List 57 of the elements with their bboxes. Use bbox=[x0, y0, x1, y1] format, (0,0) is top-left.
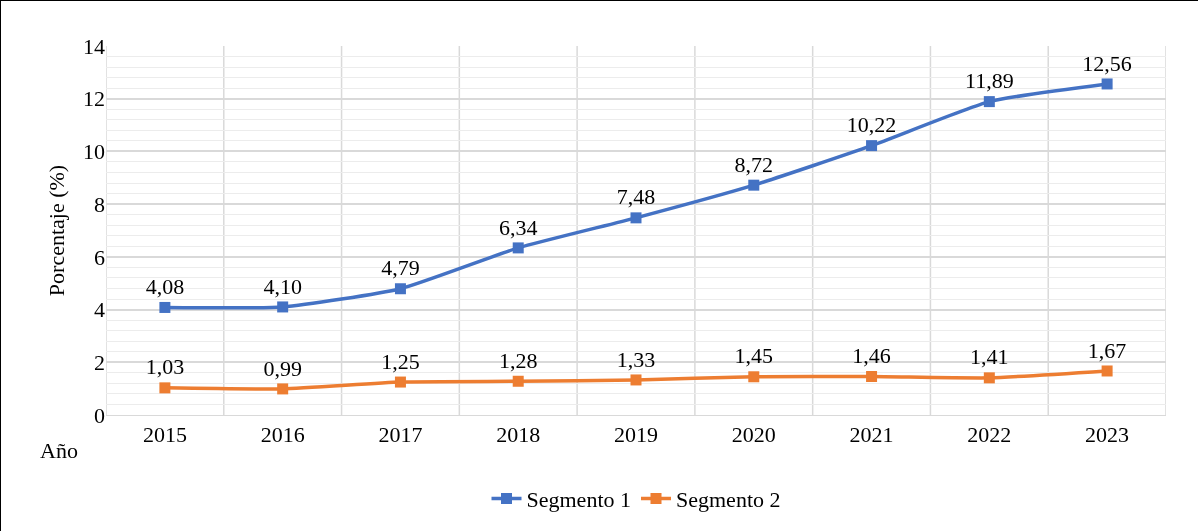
data-label: 1,41 bbox=[970, 344, 1009, 370]
point bbox=[512, 242, 524, 254]
data-label: 1,28 bbox=[498, 347, 538, 373]
x-axis-title: Año bbox=[40, 438, 78, 463]
point bbox=[630, 212, 642, 224]
point bbox=[277, 383, 289, 395]
data-label: 1,46 bbox=[852, 343, 891, 369]
data-label: 4,79 bbox=[381, 255, 420, 281]
point bbox=[748, 371, 760, 383]
y-tick-label: 2 bbox=[94, 349, 105, 375]
x-tick-label: 2015 bbox=[142, 422, 187, 448]
point bbox=[1101, 78, 1113, 90]
data-label: 7,48 bbox=[616, 184, 656, 210]
data-label: 10,22 bbox=[846, 112, 897, 138]
point bbox=[630, 374, 642, 386]
point bbox=[159, 382, 171, 394]
legend-label: Segmento 2 bbox=[676, 487, 781, 513]
data-label: 1,45 bbox=[734, 343, 774, 369]
y-tick-label: 10 bbox=[83, 139, 105, 165]
point bbox=[983, 372, 995, 384]
data-label: 1,03 bbox=[145, 354, 185, 380]
x-tick-label: 2017 bbox=[378, 422, 423, 448]
y-tick-label: 8 bbox=[94, 191, 105, 217]
y-tick-label: 14 bbox=[83, 33, 105, 59]
data-label: 12,56 bbox=[1082, 50, 1132, 76]
data-label: 4,10 bbox=[263, 273, 302, 299]
x-tick-label: 2018 bbox=[496, 422, 541, 448]
data-label: 0,99 bbox=[263, 355, 302, 381]
point bbox=[983, 96, 995, 108]
x-tick-label: 2021 bbox=[849, 422, 894, 448]
data-label: 11,89 bbox=[964, 68, 1014, 94]
x-tick-label: 2020 bbox=[731, 422, 776, 448]
x-tick-label: 2023 bbox=[1085, 422, 1130, 448]
data-label: 4,08 bbox=[145, 274, 185, 300]
point bbox=[1101, 365, 1113, 377]
point bbox=[866, 371, 878, 383]
x-tick-label: 2019 bbox=[614, 422, 658, 448]
y-tick-label: 12 bbox=[83, 86, 105, 112]
x-tick-label: 2022 bbox=[967, 422, 1012, 448]
y-axis-title: Porcentaje (%) bbox=[43, 164, 69, 297]
data-label: 6,34 bbox=[498, 214, 538, 240]
point bbox=[394, 376, 406, 388]
x-tick-label: 2016 bbox=[260, 422, 305, 448]
point bbox=[394, 283, 406, 295]
y-tick-label: 0 bbox=[94, 402, 105, 428]
y-tick-label: 4 bbox=[94, 297, 105, 323]
y-tick-label: 6 bbox=[94, 244, 105, 270]
data-label: 8,72 bbox=[734, 151, 774, 177]
data-label: 1,25 bbox=[381, 348, 420, 374]
point bbox=[159, 301, 171, 313]
point bbox=[512, 375, 524, 387]
legend-label: Segmento 1 bbox=[526, 487, 631, 513]
point bbox=[748, 179, 760, 191]
data-label: 1,33 bbox=[616, 346, 656, 372]
data-label: 1,67 bbox=[1087, 337, 1127, 363]
point bbox=[277, 301, 289, 313]
point bbox=[866, 140, 878, 152]
